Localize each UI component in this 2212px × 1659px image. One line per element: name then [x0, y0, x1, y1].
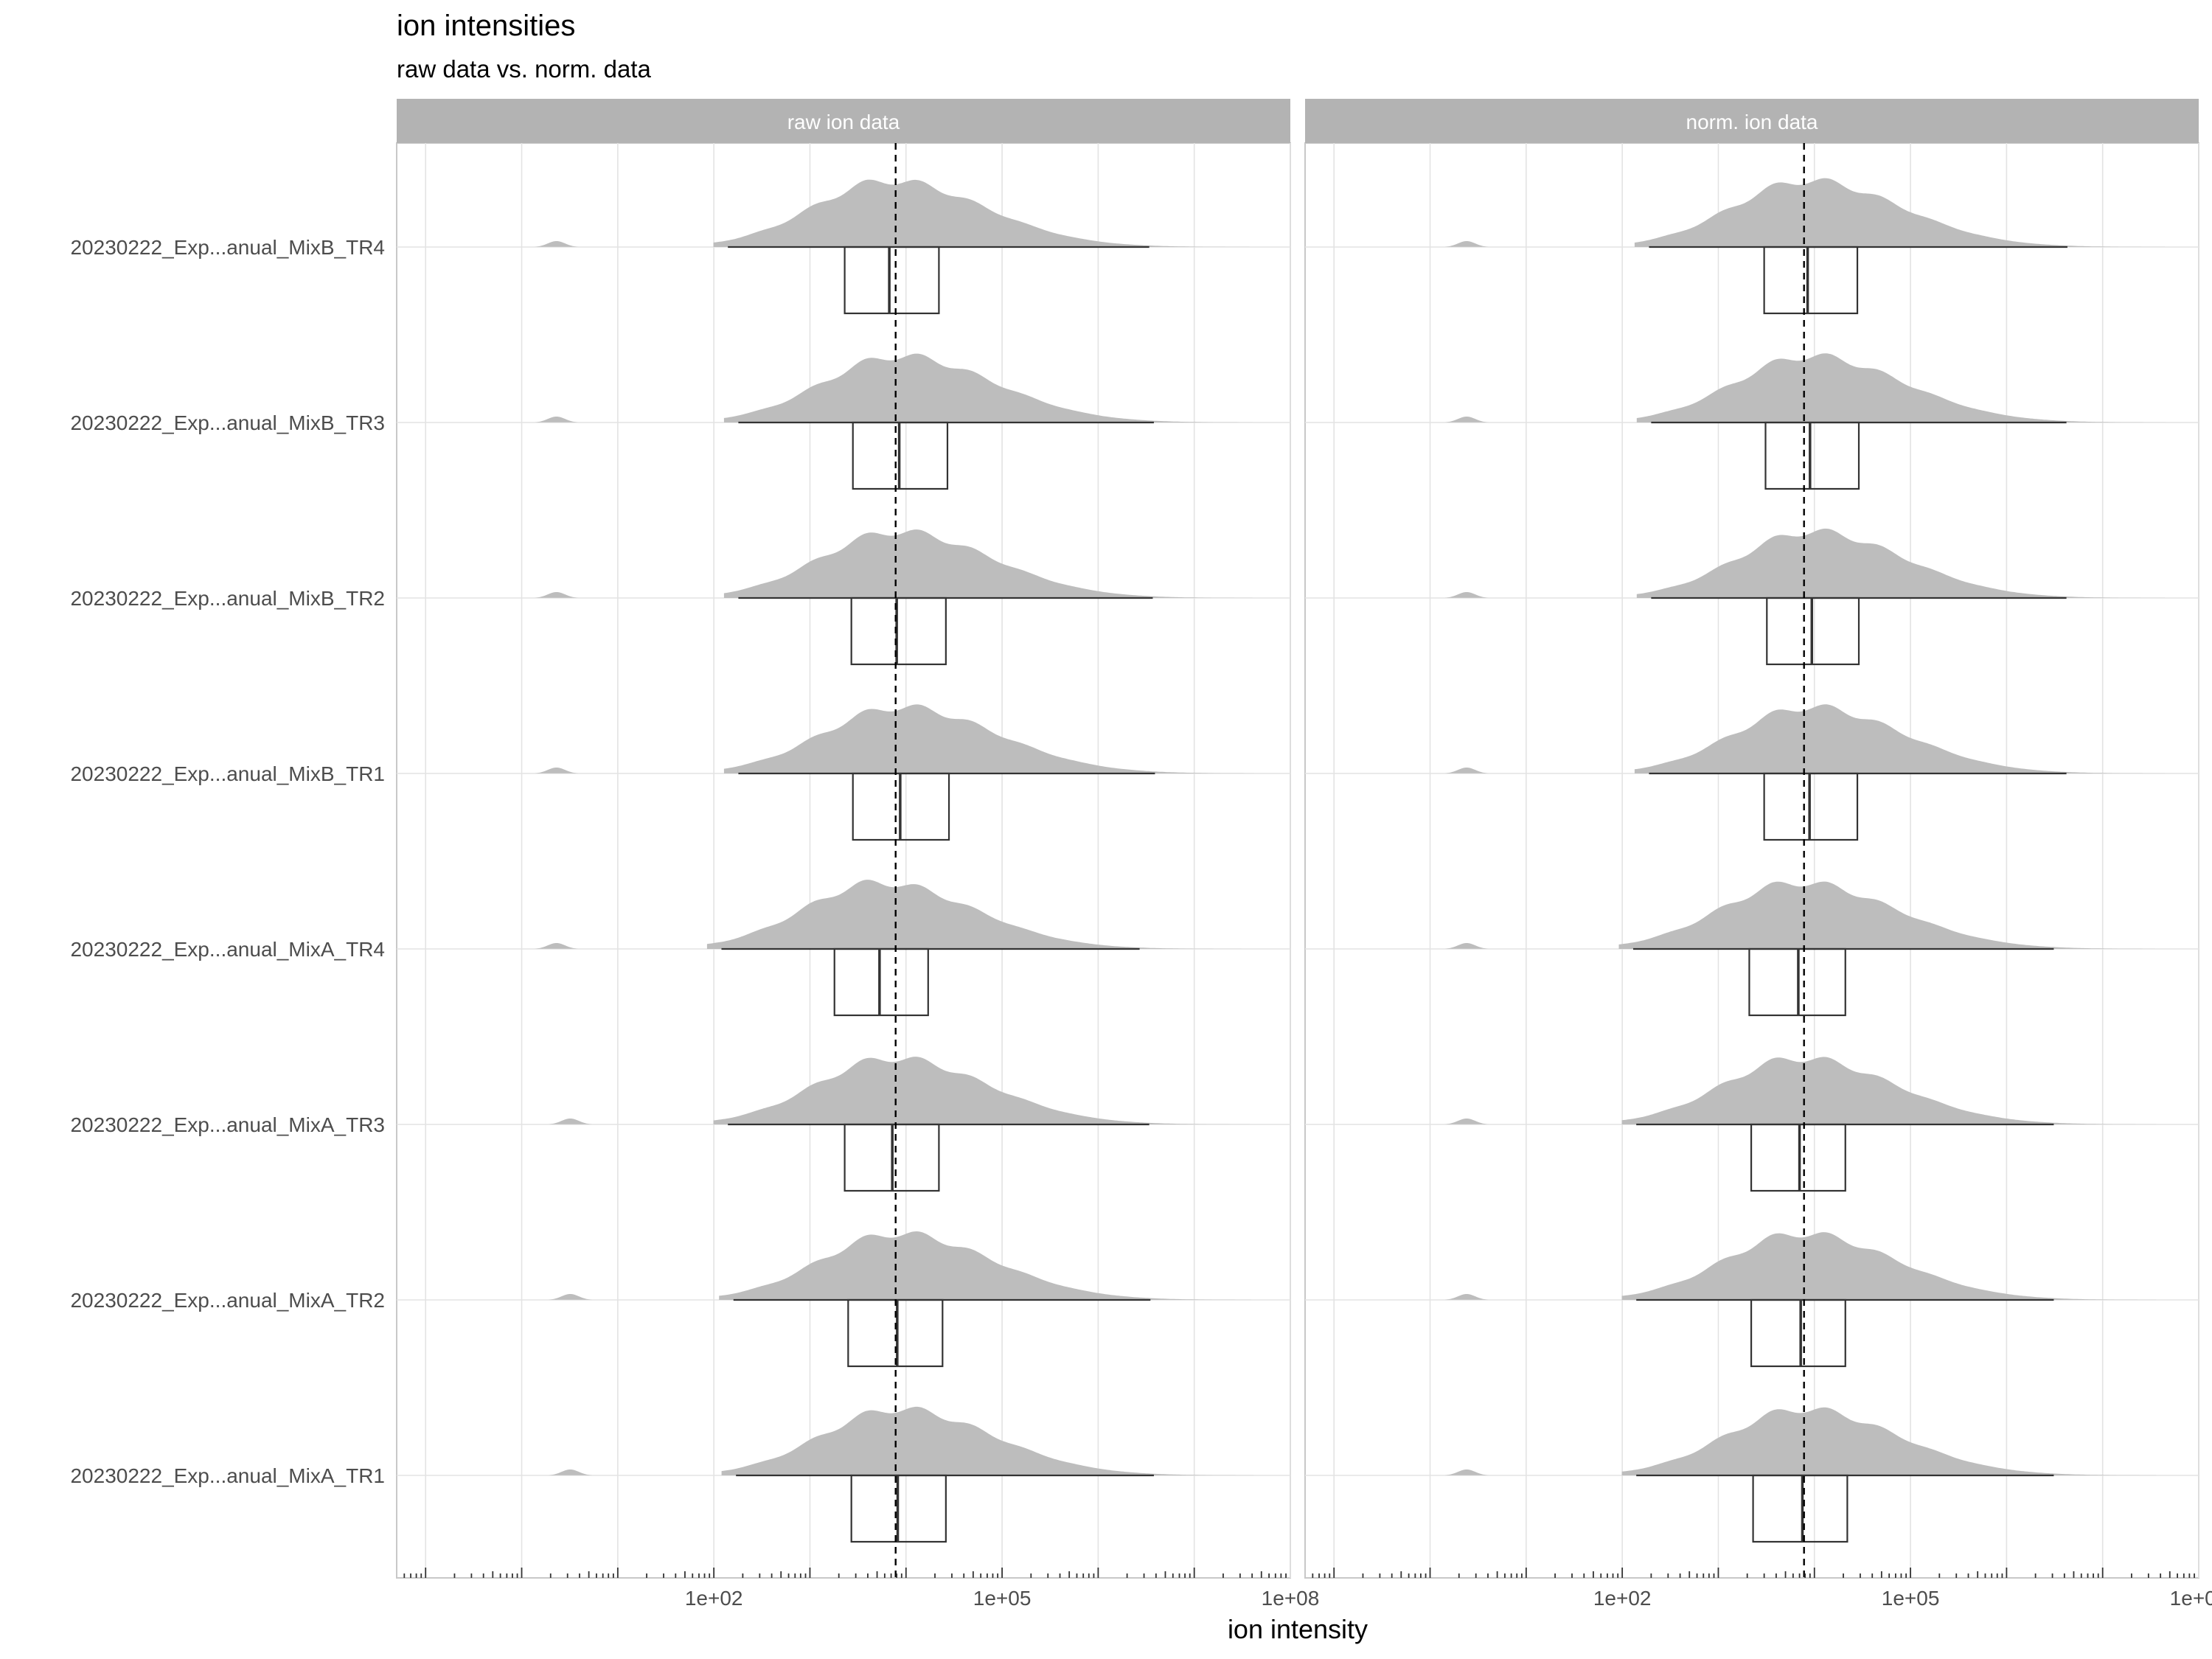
series-2	[532, 353, 1253, 490]
series-1	[1442, 178, 2166, 315]
x-tick-label: 1e+02	[685, 1587, 743, 1610]
series-4	[1442, 704, 2166, 841]
panel-border	[396, 142, 1291, 1579]
series-3	[532, 529, 1253, 666]
density-minor-peak	[532, 417, 579, 422]
x-tick-label: 1e+05	[973, 1587, 1032, 1610]
density-ridge	[721, 1406, 1254, 1475]
series-3	[1442, 528, 2166, 666]
y-tick-label: 20230222_Exp...anual_MixB_TR3	[70, 411, 385, 434]
panel-raw: raw ion data 1e+02 1e+05 1e+08	[396, 99, 1320, 1610]
series-6	[1442, 1057, 2157, 1192]
density-ridge	[1636, 528, 2166, 598]
panel-norm: norm. ion data 1e+02 1e+05 1e+08	[1304, 99, 2212, 1610]
x-tick-label: 1e+08	[2170, 1587, 2212, 1610]
x-tick-label: 1e+08	[1262, 1587, 1320, 1610]
boxplot-box	[1752, 1474, 1848, 1543]
density-ridge	[719, 1231, 1252, 1300]
density-minor-peak	[532, 943, 579, 949]
series-8	[1442, 1407, 2157, 1543]
density-minor-peak	[1442, 241, 1489, 247]
density-minor-peak	[1442, 1294, 1489, 1300]
density-ridge	[723, 353, 1253, 422]
y-tick-label: 20230222_Exp...anual_MixB_TR1	[70, 762, 385, 785]
density-minor-peak	[546, 1294, 593, 1300]
density-minor-peak	[1442, 943, 1489, 949]
density-minor-peak	[1442, 1470, 1489, 1475]
x-tick-label: 1e+05	[1882, 1587, 1940, 1610]
boxplot-box	[1764, 421, 1860, 490]
facet-strip-label: norm. ion data	[1686, 111, 1818, 133]
boxplot-box	[1750, 1298, 1846, 1368]
boxplot-box	[1763, 246, 1859, 315]
series-6	[546, 1057, 1250, 1192]
density-ridge	[706, 880, 1242, 949]
density-ridge	[723, 529, 1253, 598]
density-minor-peak	[546, 1119, 593, 1124]
boxplot-box	[850, 597, 947, 666]
density-ridge	[1634, 704, 2166, 773]
density-ridge	[1634, 178, 2166, 247]
density-minor-peak	[1442, 417, 1489, 422]
facet-strip	[397, 99, 1290, 143]
series-7	[1442, 1232, 2157, 1368]
boxplot-box	[833, 947, 929, 1017]
y-axis-labels: 20230222_Exp...anual_MixB_TR4 20230222_Ex…	[70, 236, 385, 1487]
y-tick-label: 20230222_Exp...anual_MixB_TR2	[70, 587, 385, 610]
density-ridge	[723, 704, 1255, 773]
density-minor-peak	[532, 592, 579, 598]
density-minor-peak	[1442, 768, 1489, 773]
series-5	[1442, 881, 2155, 1017]
series-5	[532, 880, 1242, 1017]
density-ridge	[713, 179, 1250, 247]
density-ridge	[1618, 881, 2155, 949]
density-ridge	[1621, 1232, 2157, 1300]
y-tick-label: 20230222_Exp...anual_MixA_TR2	[70, 1289, 385, 1312]
chart-subtitle: raw data vs. norm. data	[397, 55, 651, 83]
density-minor-peak	[1442, 1119, 1489, 1124]
x-tick-label: 1e+02	[1593, 1587, 1652, 1610]
chart-title: ion intensities	[397, 10, 575, 42]
x-axis-title: ion intensity	[1228, 1614, 1368, 1644]
series-8	[546, 1406, 1254, 1543]
density-ridge	[1621, 1057, 2157, 1124]
facet-strip-label: raw ion data	[787, 111, 900, 133]
density-ridge	[1621, 1407, 2157, 1475]
series-2	[1442, 353, 2166, 490]
boxplot-box	[844, 246, 940, 315]
facet-strip	[1305, 99, 2199, 143]
y-tick-label: 20230222_Exp...anual_MixA_TR3	[70, 1113, 385, 1136]
density-minor-peak	[532, 241, 579, 247]
density-minor-peak	[1442, 592, 1489, 598]
y-tick-label: 20230222_Exp...anual_MixA_TR4	[70, 938, 385, 961]
density-ridge	[713, 1057, 1250, 1124]
y-tick-label: 20230222_Exp...anual_MixA_TR1	[70, 1464, 385, 1487]
series-4	[532, 704, 1255, 841]
density-ridge	[1636, 353, 2166, 422]
series-1	[532, 179, 1250, 315]
density-minor-peak	[532, 768, 579, 773]
y-tick-label: 20230222_Exp...anual_MixB_TR4	[70, 236, 385, 259]
density-minor-peak	[546, 1470, 593, 1475]
